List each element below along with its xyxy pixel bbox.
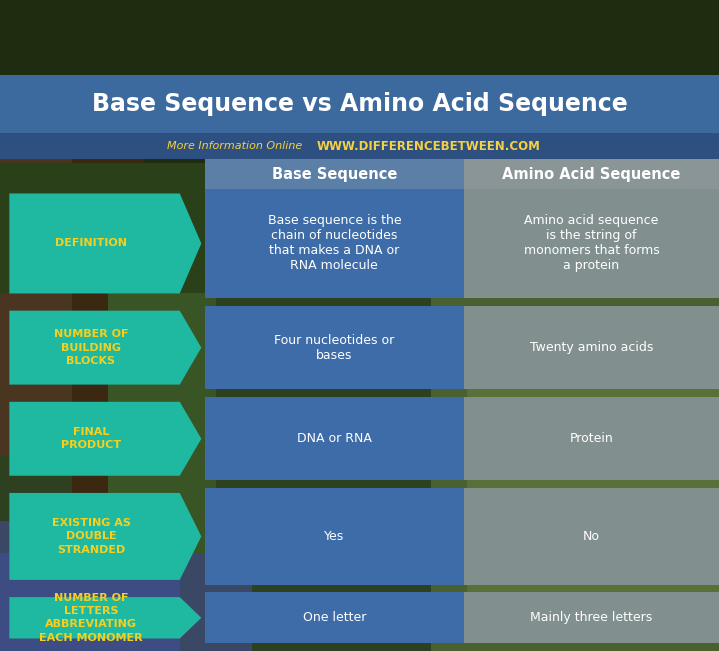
Text: One letter: One letter [303, 611, 366, 624]
Bar [205, 488, 464, 585]
Text: Base Sequence: Base Sequence [272, 167, 397, 182]
Bar [205, 397, 464, 480]
Bar [0, 163, 216, 293]
Text: Amino acid sequence
is the string of
monomers that forms
a protein: Amino acid sequence is the string of mon… [523, 214, 659, 273]
Bar [464, 159, 719, 189]
Bar [0, 0, 719, 163]
Bar [464, 189, 719, 298]
Bar [0, 133, 719, 159]
Bar [72, 130, 144, 521]
Bar [0, 553, 180, 651]
Text: Base Sequence vs Amino Acid Sequence: Base Sequence vs Amino Acid Sequence [91, 92, 628, 116]
Polygon shape [9, 402, 201, 476]
Text: DEFINITION: DEFINITION [55, 238, 127, 249]
Polygon shape [9, 311, 201, 385]
Bar [0, 75, 719, 133]
Bar [205, 592, 464, 643]
Bar [205, 159, 464, 189]
Text: Protein: Protein [569, 432, 613, 445]
Text: EXISTING AS
DOUBLE
STRANDED: EXISTING AS DOUBLE STRANDED [52, 518, 130, 555]
Bar [464, 306, 719, 389]
Text: DNA or RNA: DNA or RNA [297, 432, 372, 445]
Bar [205, 306, 464, 389]
Bar [0, 521, 252, 651]
Bar [464, 397, 719, 480]
Bar [464, 488, 719, 585]
Polygon shape [9, 493, 201, 580]
Text: Four nucleotides or
bases: Four nucleotides or bases [274, 333, 395, 362]
Text: Base sequence is the
chain of nucleotides
that makes a DNA or
RNA molecule: Base sequence is the chain of nucleotide… [267, 214, 401, 273]
Bar [431, 260, 719, 651]
Bar [464, 592, 719, 643]
Text: Twenty amino acids: Twenty amino acids [530, 341, 653, 354]
Bar [467, 358, 719, 618]
Bar [108, 195, 216, 553]
Text: Mainly three letters: Mainly three letters [530, 611, 653, 624]
Text: More Information Online: More Information Online [167, 141, 302, 152]
Text: Amino Acid Sequence: Amino Acid Sequence [502, 167, 681, 182]
Bar [205, 189, 464, 298]
Text: NUMBER OF
BUILDING
BLOCKS: NUMBER OF BUILDING BLOCKS [54, 329, 128, 366]
Polygon shape [9, 193, 201, 294]
Text: No: No [583, 530, 600, 543]
Text: WWW.DIFFERENCEBETWEEN.COM: WWW.DIFFERENCEBETWEEN.COM [316, 140, 540, 153]
Bar [0, 98, 108, 456]
Text: NUMBER OF
LETTERS
ABBREVIATING
EACH MONOMER: NUMBER OF LETTERS ABBREVIATING EACH MONO… [39, 593, 143, 643]
Text: FINAL
PRODUCT: FINAL PRODUCT [61, 427, 121, 450]
Polygon shape [9, 597, 201, 639]
Text: Yes: Yes [324, 530, 344, 543]
